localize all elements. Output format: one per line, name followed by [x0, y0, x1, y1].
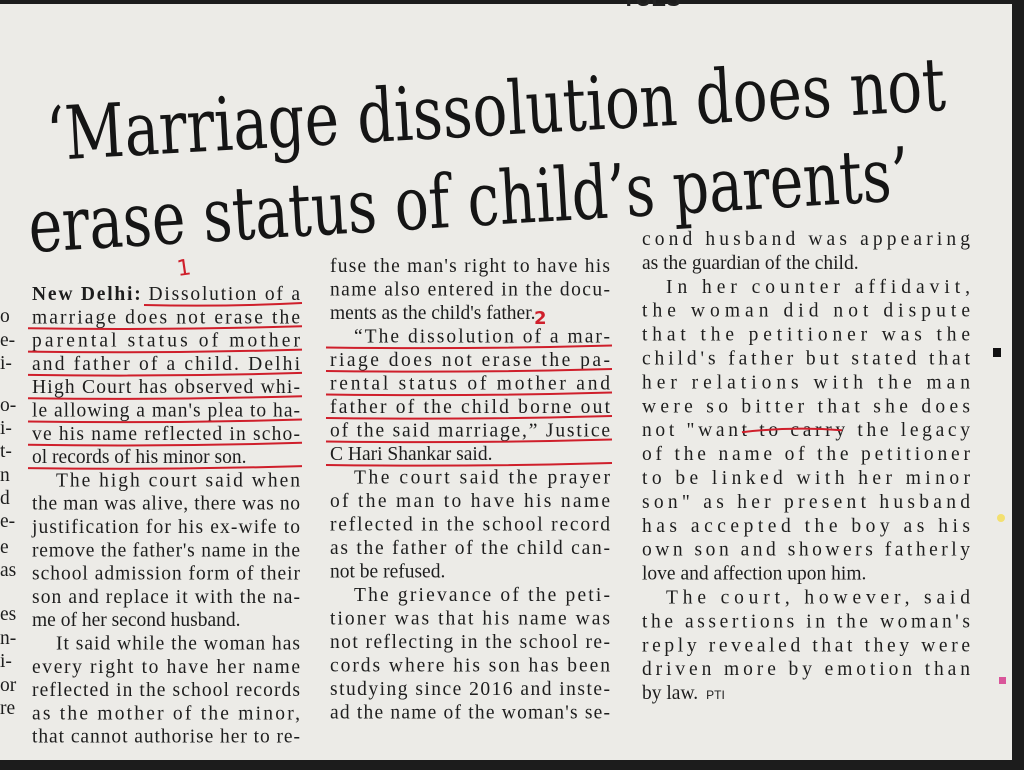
- body-line: the assertions in the woman's: [642, 611, 970, 632]
- body-line: marriage does not erase the: [32, 307, 300, 328]
- edge-fragment: e: [0, 537, 9, 558]
- body-line: reply revealed that they were: [642, 635, 970, 656]
- body-line: her relations with the man: [642, 372, 970, 393]
- edge-fragment: t-: [0, 441, 12, 462]
- body-line: child's father but stated that: [642, 349, 971, 370]
- credit: PTI: [706, 688, 725, 702]
- handwritten-mark: 2: [534, 308, 547, 329]
- article: TUES‘Marriage dissolution does noterase …: [0, 0, 971, 748]
- pen-underline: [27, 418, 303, 424]
- body-line: own son and showers fatherly: [642, 540, 970, 561]
- body-line: High Court has observed whi-: [32, 377, 300, 398]
- body-line: love and affection upon him.: [642, 564, 866, 585]
- pen-underline: [27, 348, 303, 354]
- pen-underline: [27, 395, 303, 400]
- pen-underline: [27, 325, 303, 330]
- text: Dissolution of a: [149, 284, 301, 305]
- body-line: remove the father's name in the: [32, 540, 300, 561]
- body-line: fuse the man's right to have his: [330, 256, 610, 277]
- pen-underline: [325, 462, 613, 467]
- edge-fragment: i-: [0, 353, 12, 374]
- pen-underline: [143, 302, 303, 307]
- body-line: tioner was that his name was: [330, 609, 610, 630]
- body-line: The court, however, said: [666, 588, 970, 609]
- edge-fragment: i-: [0, 651, 12, 672]
- pen-strike: [741, 427, 843, 434]
- body-line: The high court said when: [56, 470, 300, 491]
- body-line: reflected in the school record: [330, 515, 610, 536]
- pen-underline: [325, 438, 613, 444]
- handwritten-mark: 1: [175, 255, 192, 282]
- body-line: of the said marriage,” Justice: [330, 421, 610, 442]
- pen-underline: [325, 344, 613, 350]
- body-line: to be linked with her minor: [642, 468, 971, 489]
- body-line: driven more by emotion than: [642, 659, 970, 680]
- edge-fragment: d: [0, 488, 10, 509]
- body-line: It said while the woman has: [56, 634, 300, 655]
- body-line: has accepted the boy as his: [642, 516, 970, 537]
- edge-fragment: or: [0, 675, 17, 696]
- body-line: New Delhi: Dissolution of a: [32, 284, 300, 305]
- edge-fragment: n: [0, 465, 10, 486]
- body-line: ments as the child's father.: [330, 303, 536, 324]
- body-line: reflected in the school records: [32, 680, 300, 701]
- pen-underline: [27, 441, 303, 447]
- pen-underline: [325, 415, 613, 420]
- edge-fragment: e-: [0, 330, 15, 351]
- body-line: the man was alive, there was no: [32, 494, 300, 515]
- body-line: name also entered in the docu-: [330, 280, 610, 301]
- body-line: ad the name of the woman's se-: [330, 703, 610, 724]
- body-line: not be refused.: [330, 562, 445, 583]
- edge-fragment: i-: [0, 418, 12, 439]
- body-line: ve his name reflected in scho-: [32, 424, 300, 445]
- body-line: The court said the prayer: [354, 468, 611, 489]
- body-line: cords where his son has been: [330, 656, 610, 677]
- mark: [999, 677, 1006, 684]
- body-line: rental status of mother and: [330, 374, 610, 395]
- body-line: school admission form of their: [32, 564, 301, 585]
- pen-underline: [325, 368, 613, 373]
- body-line: justification for his ex-wife to: [31, 517, 300, 538]
- edge-fragment: o: [0, 306, 10, 327]
- body-line: riage does not erase the pa-: [330, 350, 610, 371]
- body-line: of the man to have his name: [330, 491, 610, 512]
- paper: [0, 4, 1012, 760]
- body-line: ol records of his minor son.: [32, 447, 246, 468]
- body-line: le allowing a man's plea to ha-: [32, 401, 300, 422]
- body-line: as the father of the child can-: [330, 538, 610, 559]
- body-line: as the mother of the minor,: [32, 703, 300, 724]
- edge-fragment: n-: [0, 628, 16, 649]
- body-line: every right to have her name: [32, 657, 300, 678]
- body-line: not reflecting in the school re-: [330, 632, 610, 653]
- pen-underline: [27, 371, 303, 377]
- mark: [993, 348, 1001, 357]
- edge-fragment: e-: [0, 511, 15, 532]
- body-line: parental status of mother: [32, 331, 301, 352]
- body-line: “The dissolution of a mar-: [354, 327, 610, 348]
- edge-fragment: re: [0, 698, 15, 719]
- masthead-fragment: TUES: [622, 0, 681, 11]
- dateline: New Delhi:: [32, 284, 141, 305]
- body-line: The grievance of the peti-: [354, 585, 610, 606]
- body-line: son and replace it with the na-: [32, 587, 300, 608]
- body-line: that cannot authorise her to re-: [32, 727, 300, 748]
- edge-fragment: o-: [0, 395, 16, 416]
- mark: [997, 514, 1005, 522]
- edge-fragment: as: [0, 560, 16, 581]
- pen-underline: [325, 391, 613, 397]
- pen-underline: [27, 465, 303, 470]
- body-line: not "want to carry the legacy: [642, 420, 970, 441]
- edge-fragment: es: [0, 604, 16, 625]
- body-line: C Hari Shankar said.: [330, 444, 492, 465]
- body-line: as the guardian of the child.: [642, 253, 859, 274]
- body-line: studying since 2016 and inste-: [330, 679, 610, 700]
- body-line: me of her second husband.: [32, 610, 240, 631]
